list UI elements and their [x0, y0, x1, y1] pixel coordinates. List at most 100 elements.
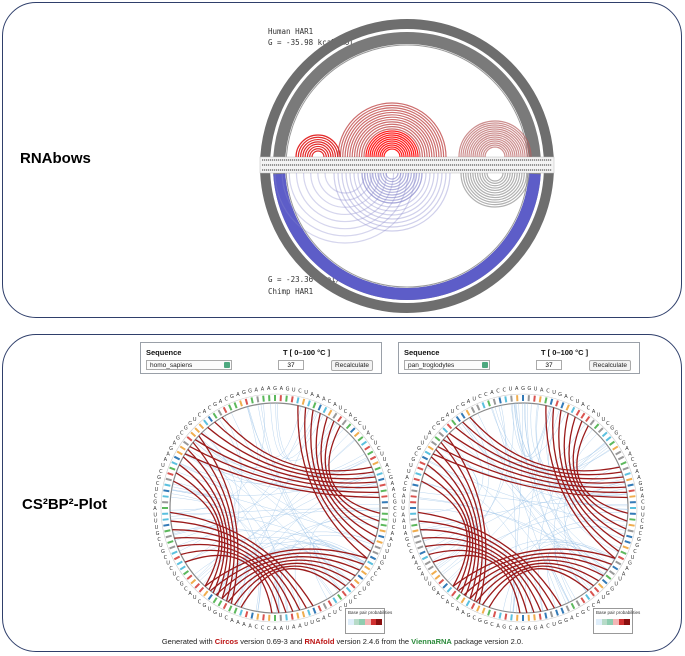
nucleotide-tick	[492, 611, 497, 618]
nucleotide-tick	[353, 431, 360, 438]
nucleotide-letter: C	[157, 537, 161, 543]
nucleotide-tick	[555, 400, 559, 407]
nucleotide-tick	[451, 419, 457, 426]
nucleotide-letter: A	[461, 610, 465, 616]
nucleotide-tick	[198, 586, 205, 593]
base-pair-arc	[175, 472, 223, 590]
human-arc	[299, 138, 337, 158]
nucleotide-letter: A	[230, 618, 234, 624]
nucleotide-letter: A	[248, 623, 252, 629]
human-arc	[363, 128, 421, 158]
base-pair-arc	[417, 511, 562, 607]
base-pair-arc	[435, 448, 480, 599]
chimp-arc	[369, 172, 415, 196]
nucleotide-letter: A	[404, 531, 408, 537]
left-temperature-input[interactable]: 37	[278, 360, 304, 370]
nucleotide-tick	[628, 489, 635, 493]
chimp-arc	[324, 172, 366, 194]
nucleotide-letter: A	[392, 487, 396, 493]
nucleotide-letter: G	[637, 537, 641, 543]
nucleotide-letter: G	[176, 435, 180, 441]
nucleotide-tick	[367, 450, 374, 456]
probability-arc	[564, 480, 625, 586]
probability-arc	[418, 498, 609, 570]
probability-arc	[170, 493, 281, 613]
base-pair-arc	[568, 416, 627, 530]
nucleotide-tick	[360, 570, 368, 576]
nucleotide-letter: C	[328, 613, 332, 619]
nucleotide-letter: U	[339, 405, 343, 411]
nucleotide-tick	[212, 597, 218, 604]
chimp-arc	[345, 172, 439, 220]
left-species-select[interactable]: homo_sapiens	[146, 360, 232, 370]
nucleotide-letter: G	[635, 543, 639, 549]
nucleotide-tick	[460, 412, 466, 419]
left-recalculate-button[interactable]: Recalculate	[331, 360, 373, 371]
base-pair-arc	[432, 554, 521, 614]
nucleotide-tick	[317, 605, 322, 612]
nucleotide-letter: A	[391, 481, 395, 487]
nucleotide-letter: U	[304, 622, 308, 628]
probability-arc	[449, 432, 628, 507]
probability-arc	[225, 547, 355, 601]
probability-arc	[201, 432, 289, 613]
base-pair-arc	[469, 416, 620, 472]
nucleotide-letter: U	[552, 390, 556, 396]
nucleotide-tick	[430, 440, 438, 446]
chimp-arc	[302, 172, 388, 215]
nucleotide-tick	[345, 423, 352, 430]
nucleotide-tick	[544, 612, 548, 619]
nucleotide-letter: C	[156, 481, 160, 487]
right-temperature-input[interactable]: 37	[536, 360, 562, 370]
nucleotide-tick	[176, 560, 183, 566]
nucleotide-letter: U	[385, 549, 389, 555]
base-pair-arc	[481, 565, 594, 606]
circos-outer-ring	[408, 393, 638, 623]
nucleotide-letter: C	[570, 396, 574, 402]
nucleotide-tick	[307, 400, 311, 407]
nucleotide-letter: G	[411, 457, 415, 463]
human-arc	[361, 126, 423, 158]
right-species-select[interactable]: pan_troglodytes	[404, 360, 490, 370]
nucleotide-letter: C	[159, 469, 163, 475]
probability-arc	[545, 554, 570, 603]
nucleotide-tick	[622, 466, 629, 471]
nucleotide-tick	[481, 607, 486, 614]
nucleotide-tick	[438, 431, 445, 438]
nucleotide-tick	[250, 612, 254, 619]
footer-credits: Generated with Circos version 0.69-3 and…	[0, 637, 685, 646]
nucleotide-letter: C	[208, 405, 212, 411]
nucleotide-tick	[171, 550, 178, 555]
probability-arc	[564, 433, 619, 553]
dropdown-icon	[224, 362, 230, 368]
left-species-value: homo_sapiens	[150, 362, 193, 369]
nucleotide-tick	[597, 427, 604, 434]
nucleotide-tick	[612, 445, 619, 451]
nucleotide-tick	[455, 593, 461, 601]
rnafold-name: RNAfold	[304, 637, 335, 646]
nucleotide-letter: G	[633, 463, 637, 469]
nucleotide-tick	[163, 523, 170, 527]
nucleotide-letter: C	[254, 625, 258, 631]
nucleotide-letter: U	[193, 417, 197, 423]
human-arc	[356, 121, 428, 158]
nucleotide-tick	[244, 611, 249, 618]
nucleotide-tick	[476, 605, 481, 612]
nucleotide-tick	[332, 412, 338, 419]
base-pair-arc	[437, 445, 627, 494]
nucleotide-letter: C	[639, 531, 643, 537]
nucleotide-tick	[364, 445, 371, 451]
human-arc	[381, 146, 403, 158]
nucleotide-letter: U	[597, 413, 601, 419]
nucleotide-letter: A	[273, 626, 277, 632]
probability-arc	[527, 403, 587, 592]
nucleotide-tick	[412, 483, 419, 487]
chimp-arc	[476, 172, 514, 192]
nucleotide-letter: G	[180, 582, 184, 588]
nucleotide-tick	[434, 574, 441, 580]
nucleotide-letter: A	[188, 591, 192, 597]
nucleotide-letter: A	[597, 599, 601, 605]
nucleotide-tick	[410, 495, 417, 498]
human-arc	[377, 142, 407, 158]
right-recalculate-button[interactable]: Recalculate	[589, 360, 631, 371]
